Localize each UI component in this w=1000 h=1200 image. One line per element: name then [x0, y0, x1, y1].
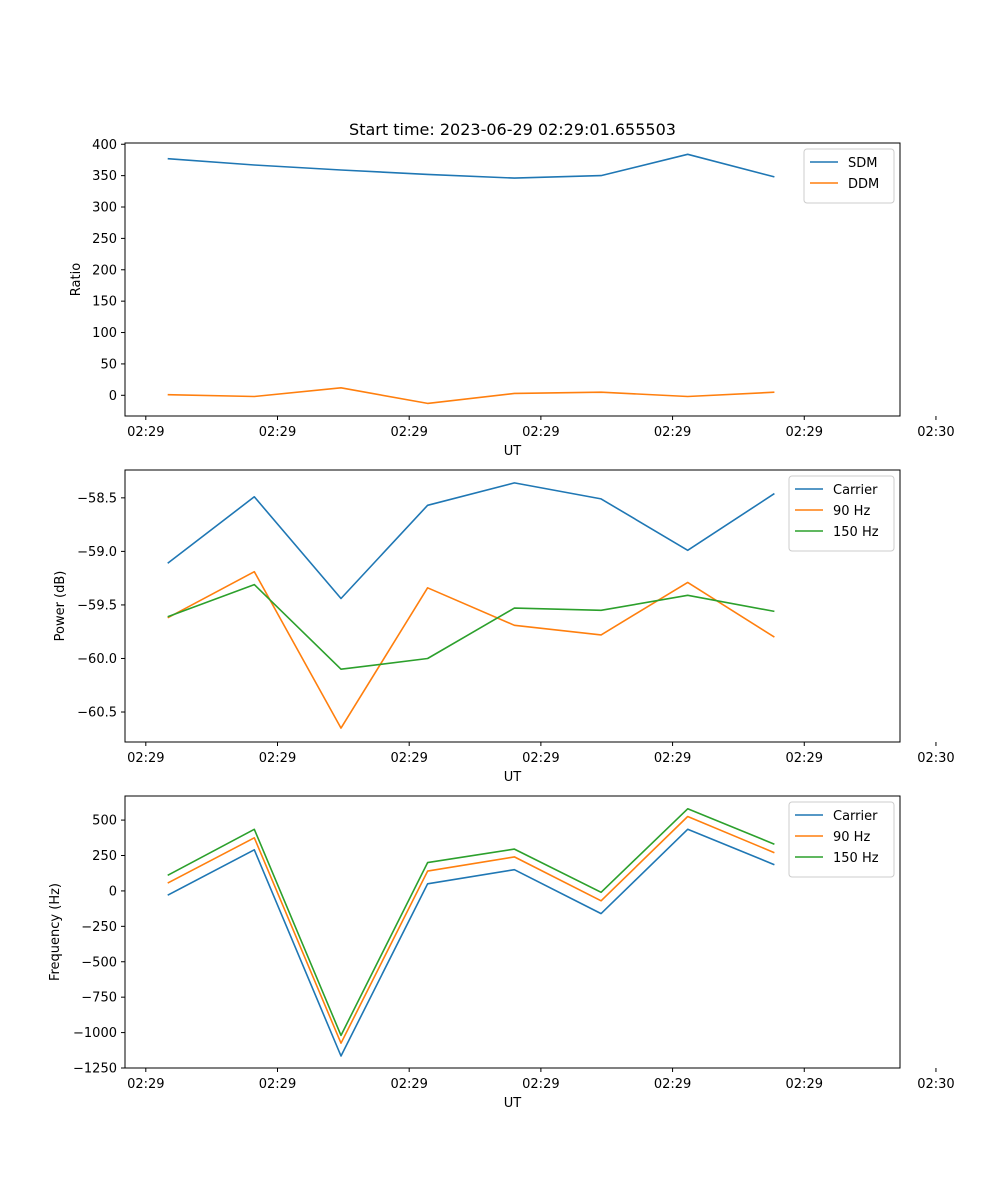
legend-entry: SDM — [848, 156, 877, 171]
x-tick-label: 02:29 — [522, 425, 559, 440]
x-tick-label: 02:29 — [259, 751, 296, 766]
chart-panel-3: 02:29 02:29 02:29 02:29 02:29 02:29 02:30 500 25… — [48, 795, 955, 1111]
series-line-carrier — [167, 828, 775, 1057]
y-tick-label: −500 — [81, 955, 117, 970]
x-tick-label: 02:29 — [259, 1077, 296, 1092]
legend: Carrier 90 Hz 150 Hz — [788, 801, 895, 878]
y-tick-label: −1250 — [73, 1062, 117, 1077]
x-axis-label: UT — [504, 1096, 522, 1111]
plot-frame — [124, 469, 901, 743]
series-line-150-hz — [167, 807, 775, 1037]
y-tick-label: −750 — [81, 991, 117, 1006]
x-axis-label: UT — [504, 444, 522, 459]
y-tick-label: 0 — [109, 884, 117, 899]
x-tick-label: 02:29 — [522, 1077, 559, 1092]
x-tick-label: 02:29 — [390, 751, 427, 766]
legend-box — [788, 801, 895, 878]
chart-panel-2: 02:29 02:29 02:29 02:29 02:29 02:29 02:30 −58.5… — [53, 469, 955, 785]
y-tick-label: 250 — [92, 232, 117, 247]
x-tick-label: 02:29 — [786, 1077, 823, 1092]
y-axis-label: Ratio — [69, 263, 84, 296]
legend-entry: DDM — [848, 177, 879, 192]
x-axis-label: UT — [504, 770, 522, 785]
legend: Carrier 90 Hz 150 Hz — [788, 475, 895, 552]
x-tick-label: 02:30 — [917, 1077, 954, 1092]
y-tick-label: −59.0 — [77, 545, 117, 560]
x-tick-label: 02:29 — [654, 425, 691, 440]
legend: SDM DDM — [803, 148, 895, 204]
y-axis-label: Frequency (Hz) — [48, 883, 63, 981]
series-line-90-hz — [167, 570, 775, 729]
x-tick-label: 02:29 — [259, 425, 296, 440]
y-tick-label: −60.5 — [77, 706, 117, 721]
y-tick-label: 150 — [92, 295, 117, 310]
x-tick-label: 02:29 — [654, 751, 691, 766]
y-tick-label: 100 — [92, 326, 117, 341]
plot-frame — [124, 142, 901, 417]
chart-panel-1: 02:29 02:29 02:29 02:29 02:29 02:29 02:30 0 50 10… — [69, 120, 955, 459]
y-tick-label: 500 — [92, 814, 117, 829]
y-tick-label: 0 — [109, 389, 117, 404]
y-tick-label: −60.0 — [77, 652, 117, 667]
y-axis-label: Power (dB) — [53, 571, 68, 642]
legend-entry: 90 Hz — [833, 504, 870, 519]
x-tick-label: 02:29 — [390, 425, 427, 440]
series-line-150-hz — [167, 583, 775, 671]
plot-frame — [124, 795, 901, 1069]
y-tick-label: −250 — [81, 920, 117, 935]
legend-entry: Carrier — [833, 809, 878, 824]
series-line-90-hz — [167, 815, 775, 1044]
legend-entry: Carrier — [833, 483, 878, 498]
legend-entry: 150 Hz — [833, 851, 879, 866]
series-line-sdm — [167, 153, 775, 179]
x-tick-label: 02:29 — [127, 425, 164, 440]
y-tick-label: 350 — [92, 169, 117, 184]
x-tick-label: 02:30 — [917, 425, 954, 440]
legend-entry: 150 Hz — [833, 525, 879, 540]
y-tick-label: 300 — [92, 201, 117, 216]
x-tick-label: 02:29 — [786, 751, 823, 766]
y-tick-label: −1000 — [73, 1026, 117, 1041]
x-tick-label: 02:30 — [917, 751, 954, 766]
x-tick-label: 02:29 — [127, 1077, 164, 1092]
x-tick-label: 02:29 — [127, 751, 164, 766]
x-tick-label: 02:29 — [522, 751, 559, 766]
y-tick-label: 200 — [92, 263, 117, 278]
y-tick-label: 400 — [92, 138, 117, 153]
legend-entry: 90 Hz — [833, 830, 870, 845]
series-line-ddm — [167, 386, 775, 405]
series-line-carrier — [167, 482, 775, 600]
x-tick-label: 02:29 — [654, 1077, 691, 1092]
x-tick-label: 02:29 — [786, 425, 823, 440]
y-tick-label: 50 — [100, 357, 117, 372]
y-tick-label: 250 — [92, 849, 117, 864]
y-tick-label: −58.5 — [77, 491, 117, 506]
x-tick-label: 02:29 — [390, 1077, 427, 1092]
chart-title: Start time: 2023-06-29 02:29:01.655503 — [349, 120, 676, 139]
y-tick-label: −59.5 — [77, 598, 117, 613]
legend-box — [788, 475, 895, 552]
